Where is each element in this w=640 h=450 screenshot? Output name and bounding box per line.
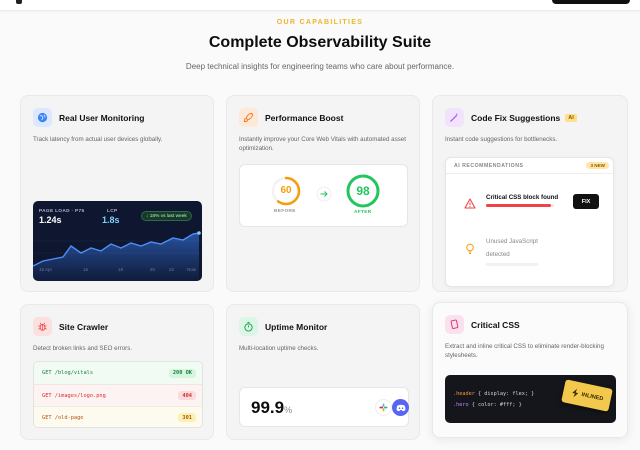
- card-title: Real User Monitoring: [59, 112, 145, 123]
- card-description: Instantly improve your Core Web Vitals w…: [239, 136, 406, 152]
- card-title: Uptime Monitor: [265, 321, 328, 332]
- inlined-badge: INLINED: [561, 379, 613, 412]
- card-title: Code Fix Suggestions: [471, 112, 561, 123]
- recommendation-progress-track: [486, 204, 554, 207]
- after-score-ring: [346, 174, 380, 208]
- bug-icon: [33, 317, 52, 336]
- section-eyebrow: OUR CAPABILITIES: [276, 19, 364, 26]
- recommendation-title: Critical CSS block found: [486, 194, 559, 201]
- x-tick: 16: [83, 267, 89, 272]
- rocket-icon: [239, 108, 258, 127]
- code-snippet: .header { display: flex; } .hero { color…: [445, 375, 616, 423]
- latency-latest-point: [197, 231, 201, 235]
- uptime-unit: %: [284, 405, 293, 415]
- uptime-value: 99.9%: [251, 398, 293, 417]
- crawl-results-list: GET /blog/vitals 200 OK GET /images/logo…: [33, 361, 203, 428]
- x-tick: 22: [169, 267, 175, 272]
- top-nav-bar: [0, 0, 640, 11]
- lcp-label: LCP: [107, 209, 118, 214]
- recommendation-subtitle: detected: [486, 251, 510, 258]
- latency-line: [33, 232, 200, 267]
- logo[interactable]: [16, 0, 22, 4]
- slack-icon[interactable]: [375, 399, 392, 416]
- list-item[interactable]: GET /blog/vitals 200 OK: [34, 362, 202, 384]
- card-description: Detect broken links and SEO errors.: [33, 345, 133, 352]
- card-code-fix-suggestions: Code Fix Suggestions AI Instant code sug…: [432, 95, 628, 292]
- card-title: Critical CSS: [471, 319, 520, 330]
- fix-button[interactable]: FIX: [573, 194, 599, 209]
- request-path: GET /old-page: [42, 414, 84, 421]
- section-header: OUR CAPABILITIES Complete Observability …: [0, 19, 640, 71]
- latency-line-chart: [33, 231, 202, 281]
- card-real-user-monitoring: Real User Monitoring Track latency from …: [20, 95, 214, 292]
- magic-wand-icon: [445, 108, 464, 127]
- score-comparison: 60 98 BEFORE AFTER: [239, 164, 408, 227]
- css-file-icon: [445, 315, 464, 334]
- trend-badge: ↓ 18% vs last week: [141, 211, 192, 221]
- uptime-panel: 99.9%: [239, 387, 409, 427]
- status-badge: 404: [178, 391, 196, 400]
- score-gauges: [271, 174, 380, 208]
- card-critical-css: Critical CSS Extract and inline critical…: [432, 302, 628, 438]
- lightbulb-icon: [466, 243, 474, 255]
- chart-x-axis: 15 Apr 16 18 20 22 Now: [33, 267, 202, 275]
- list-item[interactable]: GET /old-page 301: [34, 406, 202, 427]
- ai-recommendations-panel: AI RECOMMENDATIONS 3 NEW Critical CSS bl…: [445, 157, 615, 287]
- card-uptime-monitor: Uptime Monitor Multi-location uptime che…: [226, 304, 420, 440]
- card-site-crawler: Site Crawler Detect broken links and SEO…: [20, 304, 214, 440]
- before-label: BEFORE: [274, 209, 296, 214]
- before-score-ring: [271, 176, 301, 206]
- warning-icon: [464, 198, 476, 209]
- lcp-value: 1.8s: [102, 215, 120, 225]
- page-load-value: 1.24s: [39, 215, 62, 225]
- recommendation-progress-track: [486, 263, 538, 266]
- x-tick: 18: [118, 267, 124, 272]
- x-tick: 15 Apr: [39, 267, 53, 272]
- card-title: Site Crawler: [59, 321, 109, 332]
- card-description: Track latency from actual user devices g…: [33, 136, 163, 143]
- lightning-icon: [571, 388, 578, 398]
- section-subtitle: Deep technical insights for engineering …: [185, 62, 455, 71]
- code-line: .header { display: flex; }: [453, 391, 535, 397]
- code-line: .hero { color: #fff; }: [453, 402, 522, 408]
- section-title: Complete Observability Suite: [208, 34, 432, 51]
- request-path: GET /images/logo.png: [42, 392, 106, 399]
- latency-area: [33, 233, 199, 281]
- status-badge: 200 OK: [168, 368, 196, 378]
- recommendation-title: Unused JavaScript: [486, 238, 538, 245]
- panel-label: AI RECOMMENDATIONS: [454, 163, 524, 169]
- new-count-badge: 3 NEW: [586, 162, 609, 169]
- request-path: GET /blog/vitals: [42, 370, 94, 376]
- discord-icon[interactable]: [392, 399, 409, 416]
- card-title: Performance Boost: [265, 112, 344, 123]
- card-description-line: stylesheets.: [445, 352, 478, 359]
- status-badge: 301: [178, 413, 196, 422]
- x-tick: 20: [150, 267, 156, 272]
- nav-cta-button[interactable]: [552, 0, 630, 4]
- latency-chart: PAGE LOAD · P75 1.24s LCP 1.8s ↓ 18% vs …: [33, 201, 202, 281]
- arrow-right-icon: [320, 191, 328, 197]
- stopwatch-icon: [239, 317, 258, 336]
- ai-badge: AI: [565, 113, 577, 122]
- globe-icon: [33, 108, 52, 127]
- list-item[interactable]: GET /images/logo.png 404: [34, 384, 202, 406]
- inlined-label: INLINED: [580, 391, 604, 402]
- after-score: 98: [356, 184, 370, 198]
- x-tick: Now: [187, 267, 197, 272]
- page-load-label: PAGE LOAD · P75: [39, 209, 85, 214]
- card-description: Multi-location uptime checks.: [239, 345, 319, 352]
- card-description-line: Extract and inline critical CSS to elimi…: [445, 343, 604, 350]
- after-label: AFTER: [354, 210, 372, 215]
- card-description: Instant code suggestions for bottlenecks…: [445, 136, 558, 143]
- before-score: 60: [280, 185, 292, 196]
- recommendation-progress-fill: [486, 204, 551, 207]
- card-performance-boost: Performance Boost Instantly improve your…: [226, 95, 420, 292]
